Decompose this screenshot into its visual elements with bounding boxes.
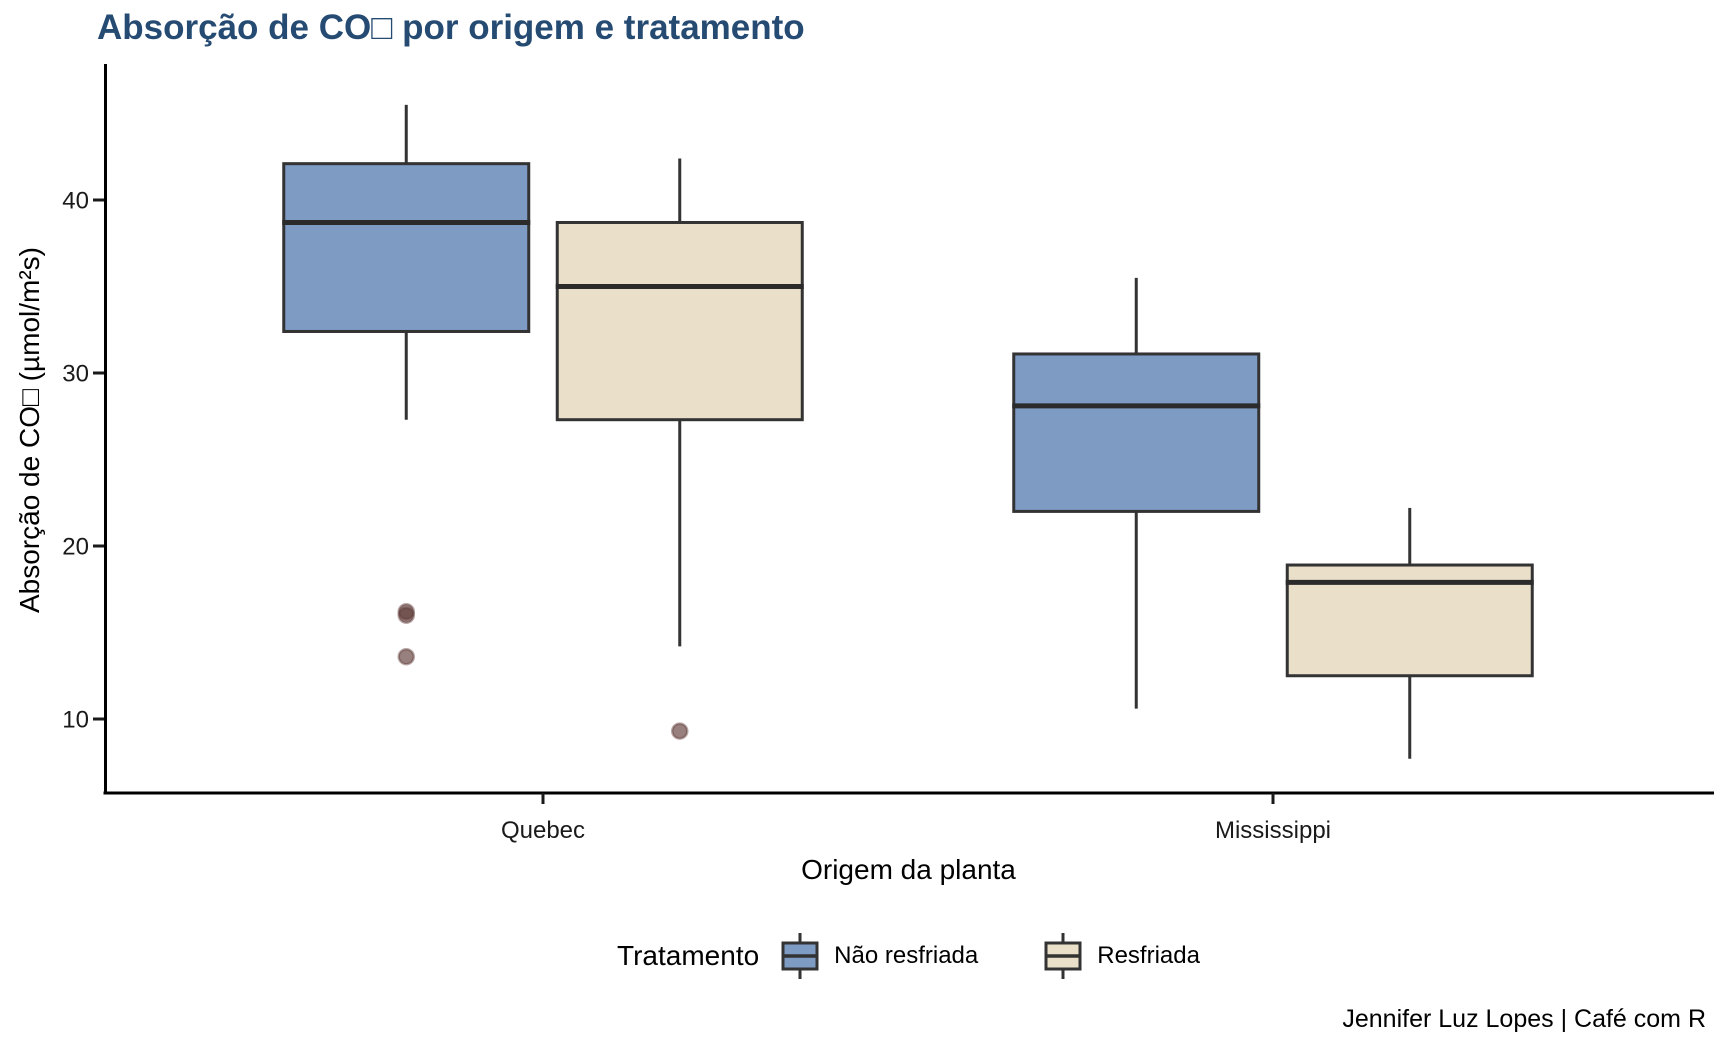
x-axis-title: Origem da planta	[801, 854, 1016, 885]
caption: Jennifer Luz Lopes | Café com R	[1342, 1005, 1706, 1033]
y-tick-label: 10	[62, 707, 89, 734]
legend-label-resfriada: Resfriada	[1097, 942, 1200, 969]
legend-entry-nao-resfriada: Não resfriada	[779, 930, 978, 982]
legend-title: Tratamento	[617, 940, 760, 971]
outlier-point	[397, 606, 415, 624]
boxplot-key-icon	[781, 933, 819, 979]
boxplot-box	[282, 162, 531, 333]
y-tick-label: 30	[62, 361, 89, 388]
legend-label-nao-resfriada: Não resfriada	[834, 942, 979, 969]
legend-entry-resfriada: Resfriada	[1042, 930, 1200, 982]
x-tick-label: Quebec	[501, 817, 585, 844]
x-tick-label: Mississippi	[1215, 817, 1331, 844]
legend: Tratamento Não resfriada Resfriada	[105, 926, 1712, 986]
chart-title: Absorção de CO□ por origem e tratamento	[97, 8, 805, 47]
y-tick-label: 20	[62, 534, 89, 561]
y-tick-label: 40	[62, 188, 89, 215]
boxplot-key-icon	[1044, 933, 1082, 979]
boxplot-box	[1012, 352, 1261, 513]
outlier-point	[397, 647, 415, 666]
outlier-point	[671, 722, 689, 740]
boxplot-box	[555, 220, 804, 422]
